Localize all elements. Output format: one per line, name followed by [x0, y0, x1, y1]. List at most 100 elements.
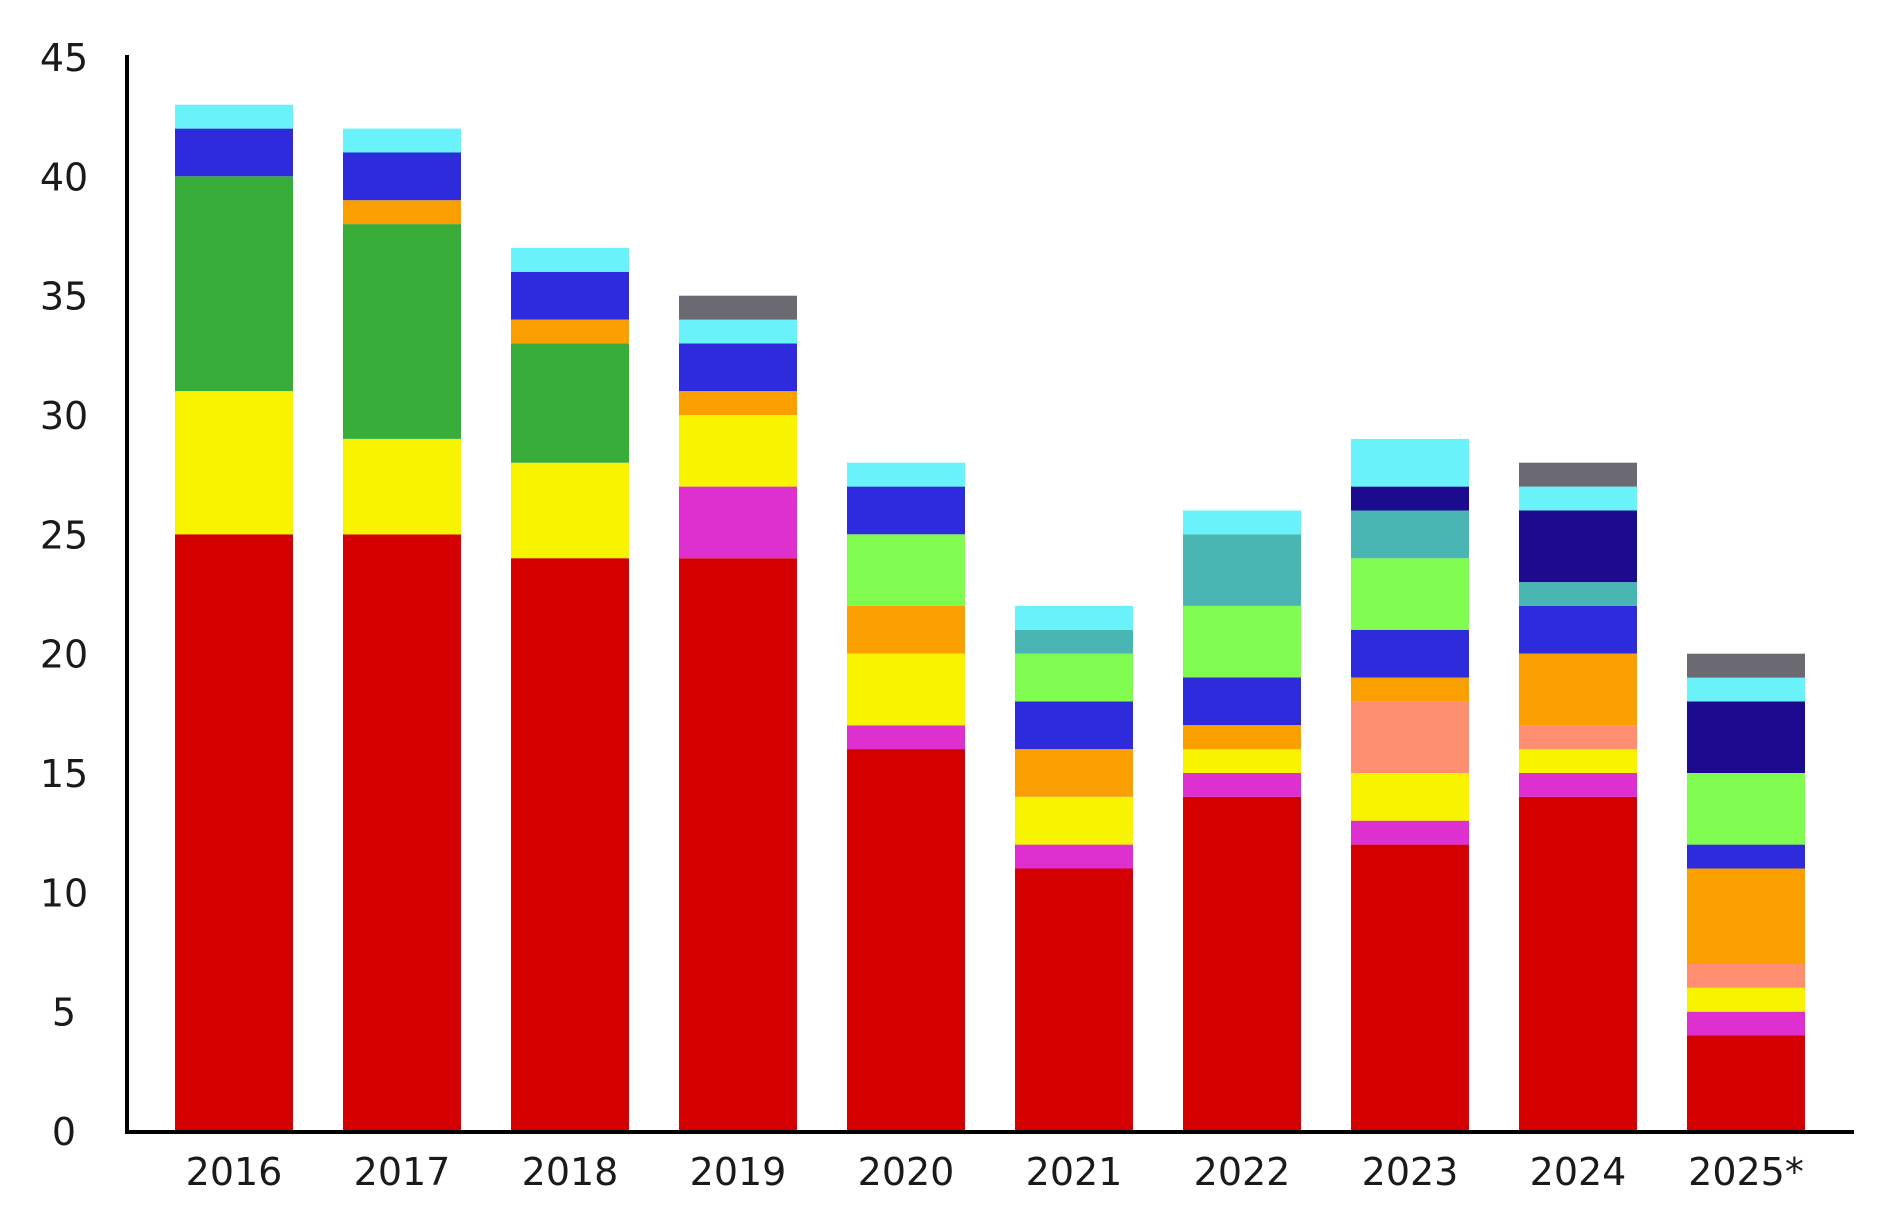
- x-tick-label: 2025*: [1688, 1150, 1804, 1194]
- bar-segment-2023-6: [1351, 629, 1469, 678]
- bar-segment-2022-2: [1183, 749, 1301, 773]
- bar-segment-2020-11: [847, 486, 965, 535]
- bar-segment-2022-4: [1183, 725, 1301, 750]
- bar-segment-2017-13: [343, 128, 461, 153]
- x-tick-label: 2018: [522, 1150, 619, 1194]
- bar-segment-2025-13: [1687, 677, 1805, 702]
- bar-segment-2021-6: [1015, 701, 1133, 750]
- x-tick-label: 2020: [858, 1150, 955, 1194]
- bar-segment-2018-11: [511, 271, 629, 320]
- bar-segment-2016-0: [175, 534, 293, 1131]
- bar-segment-2025-6: [1687, 844, 1805, 869]
- bar-segment-2018-10: [511, 319, 629, 344]
- bar-segment-2021-8: [1015, 653, 1133, 702]
- y-tick-label: 10: [40, 871, 88, 915]
- bar-segment-2025-14: [1687, 653, 1805, 678]
- x-tick-label: 2023: [1362, 1150, 1459, 1194]
- x-tick-label: 2019: [690, 1150, 787, 1194]
- bar-segment-2023-3: [1351, 701, 1469, 773]
- bar-segment-2024-12: [1519, 510, 1637, 583]
- bar-segment-2024-3: [1519, 725, 1637, 750]
- bar-segment-2019-10: [679, 391, 797, 415]
- y-tick-label: 0: [52, 1110, 76, 1154]
- bar-segment-2025-8: [1687, 773, 1805, 845]
- bar-segment-2017-11: [343, 152, 461, 201]
- y-tick-label: 25: [40, 513, 88, 557]
- bar-segment-2023-0: [1351, 844, 1469, 1131]
- bar-segment-2019-0: [679, 558, 797, 1131]
- bar-segment-2025-1: [1687, 1011, 1805, 1036]
- bar-segment-2021-1: [1015, 844, 1133, 869]
- bar-segment-2018-0: [511, 558, 629, 1131]
- y-tick-label: 30: [40, 394, 88, 438]
- bar-segment-2021-5: [1015, 749, 1133, 797]
- bar-segment-2024-9: [1519, 582, 1637, 606]
- bar-segment-2024-4: [1519, 653, 1637, 726]
- y-tick-labels: 0 5 10 15 20 25 30 35 40 45: [40, 36, 88, 1154]
- x-tick-label: 2024: [1530, 1150, 1627, 1194]
- bar-segment-2017-0: [343, 534, 461, 1131]
- bar-segment-2020-2: [847, 653, 965, 726]
- bar-segment-2022-9: [1183, 534, 1301, 606]
- bar-segment-2021-0: [1015, 868, 1133, 1131]
- bar-segment-2018-2: [511, 462, 629, 559]
- bars-layer: [175, 104, 1805, 1131]
- y-tick-label: 35: [40, 275, 88, 319]
- bar-segment-2019-2: [679, 415, 797, 487]
- x-tick-labels: 2016 2017 2018 2019 2020 2021 2022 2023 2024 2025…: [186, 1150, 1804, 1194]
- bar-segment-2025-2: [1687, 987, 1805, 1012]
- axes-layer: [125, 55, 1854, 1134]
- bar-segment-2023-13: [1351, 438, 1469, 487]
- bar-segment-2022-1: [1183, 773, 1301, 797]
- bar-segment-2020-13: [847, 462, 965, 487]
- bar-segment-2024-0: [1519, 796, 1637, 1131]
- bar-segment-2023-9: [1351, 510, 1469, 559]
- y-tick-label: 45: [40, 36, 88, 80]
- bar-segment-2023-12: [1351, 486, 1469, 511]
- bar-segment-2020-0: [847, 749, 965, 1131]
- bar-segment-2021-13: [1015, 605, 1133, 630]
- bar-segment-2019-1: [679, 486, 797, 559]
- bar-segment-2025-3: [1687, 963, 1805, 988]
- y-tick-label: 20: [40, 633, 88, 677]
- bar-segment-2016-2: [175, 391, 293, 535]
- bar-segment-2020-1: [847, 725, 965, 750]
- bar-segment-2017-10: [343, 200, 461, 225]
- bar-segment-2018-7: [511, 343, 629, 463]
- bar-segment-2016-7: [175, 176, 293, 392]
- bar-segment-2024-6: [1519, 605, 1637, 654]
- x-tick-label: 2017: [354, 1150, 451, 1194]
- bar-segment-2018-13: [511, 247, 629, 272]
- bar-segment-2023-1: [1351, 820, 1469, 845]
- y-tick-label: 15: [40, 752, 88, 796]
- bar-segment-2021-2: [1015, 796, 1133, 845]
- bar-segment-2019-11: [679, 343, 797, 392]
- x-tick-label: 2022: [1194, 1150, 1291, 1194]
- bar-segment-2024-2: [1519, 749, 1637, 773]
- bar-segment-2024-13: [1519, 486, 1637, 511]
- bar-segment-2023-8: [1351, 558, 1469, 630]
- bar-segment-2017-2: [343, 438, 461, 535]
- bar-segment-2025-0: [1687, 1035, 1805, 1131]
- bar-segment-2022-8: [1183, 605, 1301, 678]
- bar-segment-2022-6: [1183, 677, 1301, 726]
- bar-segment-2024-1: [1519, 773, 1637, 797]
- bar-segment-2021-9: [1015, 629, 1133, 654]
- y-tick-label: 40: [40, 155, 88, 199]
- bar-segment-2016-11: [175, 128, 293, 177]
- bar-segment-2025-12: [1687, 701, 1805, 773]
- x-tick-label: 2021: [1026, 1150, 1123, 1194]
- x-tick-label: 2016: [186, 1150, 283, 1194]
- y-tick-label: 5: [52, 991, 76, 1035]
- bar-segment-2023-2: [1351, 773, 1469, 821]
- bar-segment-2024-14: [1519, 462, 1637, 487]
- bar-segment-2019-14: [679, 295, 797, 320]
- bar-segment-2025-4: [1687, 868, 1805, 964]
- bar-segment-2022-0: [1183, 796, 1301, 1131]
- bar-segment-2022-13: [1183, 510, 1301, 535]
- bar-segment-2017-7: [343, 224, 461, 439]
- bar-segment-2020-5: [847, 605, 965, 654]
- bar-segment-2016-13: [175, 104, 293, 129]
